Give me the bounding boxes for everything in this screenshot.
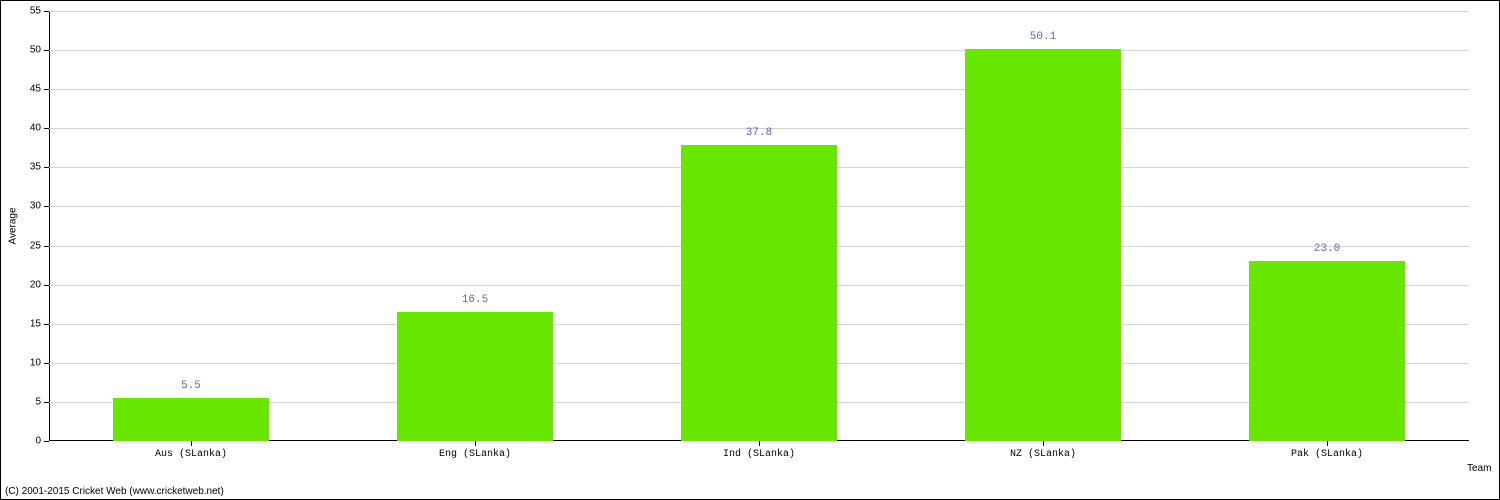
y-tick: [44, 441, 49, 442]
y-tick-label: 0: [17, 436, 41, 447]
bar-value-label: 16.5: [462, 294, 488, 306]
bar: [397, 312, 553, 441]
bar: [965, 49, 1121, 441]
bar-value-label: 50.1: [1030, 31, 1056, 43]
y-tick: [44, 128, 49, 129]
y-tick-label: 10: [17, 357, 41, 368]
y-tick: [44, 11, 49, 12]
x-tick-label: Ind (SLanka): [723, 449, 795, 460]
y-tick-label: 20: [17, 279, 41, 290]
y-tick: [44, 285, 49, 286]
x-tick: [475, 441, 476, 446]
copyright-text: (C) 2001-2015 Cricket Web (www.cricketwe…: [5, 486, 224, 497]
x-tick: [1327, 441, 1328, 446]
y-tick-label: 15: [17, 318, 41, 329]
y-tick: [44, 206, 49, 207]
bar-value-label: 5.5: [181, 380, 201, 392]
y-tick: [44, 363, 49, 364]
y-tick-label: 50: [17, 45, 41, 56]
y-tick: [44, 324, 49, 325]
grid-line: [49, 50, 1469, 51]
y-tick-label: 35: [17, 162, 41, 173]
bar-value-label: 37.8: [746, 127, 772, 139]
plot-area: 05101520253035404550555.5Aus (SLanka)16.…: [49, 11, 1469, 441]
x-tick-label: Eng (SLanka): [439, 449, 511, 460]
y-axis-title: Average: [8, 207, 19, 244]
y-tick: [44, 50, 49, 51]
bar: [681, 145, 837, 441]
x-tick-label: Pak (SLanka): [1291, 449, 1363, 460]
y-tick: [44, 89, 49, 90]
grid-line: [49, 89, 1469, 90]
y-tick-label: 30: [17, 201, 41, 212]
y-axis-line: [49, 11, 50, 441]
y-tick: [44, 246, 49, 247]
y-tick-label: 5: [17, 396, 41, 407]
y-tick: [44, 167, 49, 168]
bar: [113, 398, 269, 441]
y-tick-label: 55: [17, 6, 41, 17]
y-tick-label: 25: [17, 240, 41, 251]
x-tick: [1043, 441, 1044, 446]
x-tick: [191, 441, 192, 446]
x-axis-title: Team: [1467, 463, 1491, 474]
chart-frame: 0 5 10 15 20 25 30 35 40 45 50 55 5.5 Aus (SLanka) 16.…: [0, 0, 1500, 500]
bar: [1249, 261, 1405, 441]
y-tick-label: 45: [17, 84, 41, 95]
bar-value-label: 23.0: [1314, 243, 1340, 255]
x-tick-label: NZ (SLanka): [1010, 449, 1076, 460]
x-tick-label: Aus (SLanka): [155, 449, 227, 460]
y-tick-label: 40: [17, 123, 41, 134]
x-tick: [759, 441, 760, 446]
y-tick: [44, 402, 49, 403]
grid-line: [49, 11, 1469, 12]
